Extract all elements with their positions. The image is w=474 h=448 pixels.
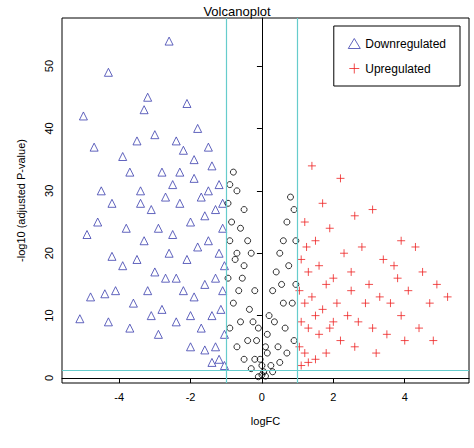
svg-text:Volcanoplot: Volcanoplot <box>203 4 271 19</box>
svg-text:2: 2 <box>330 391 336 403</box>
svg-text:20: 20 <box>43 247 55 259</box>
svg-text:0: 0 <box>43 375 55 381</box>
svg-text:50: 50 <box>43 60 55 72</box>
svg-text:Upregulated: Upregulated <box>365 62 430 76</box>
svg-text:Downregulated: Downregulated <box>365 37 446 51</box>
svg-text:-2: -2 <box>186 391 196 403</box>
svg-text:0: 0 <box>259 391 265 403</box>
svg-text:-4: -4 <box>114 391 124 403</box>
svg-text:40: 40 <box>43 122 55 134</box>
svg-text:30: 30 <box>43 185 55 197</box>
svg-text:logFC: logFC <box>251 415 280 427</box>
svg-text:4: 4 <box>402 391 408 403</box>
svg-text:-log10 (adjusted P-value): -log10 (adjusted P-value) <box>15 139 27 262</box>
svg-text:10: 10 <box>43 309 55 321</box>
